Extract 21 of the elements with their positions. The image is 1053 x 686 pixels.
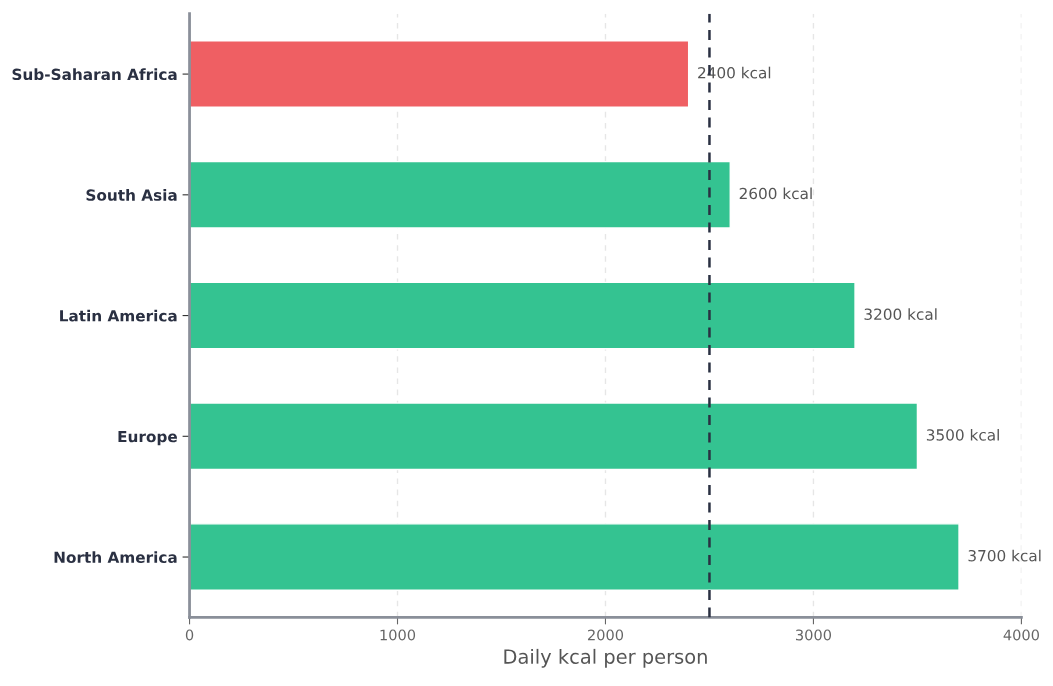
x-tick-label: 1000 xyxy=(380,629,416,641)
data-label: 3700 kcal xyxy=(968,549,1041,562)
data-label: 2600 kcal xyxy=(739,187,812,200)
bar xyxy=(189,523,960,591)
data-label: 3500 kcal xyxy=(926,428,999,441)
data-label: 2400 kcal xyxy=(698,66,771,79)
x-axis-title: Daily kcal per person xyxy=(504,648,707,668)
y-tick-label: North America xyxy=(54,551,177,564)
x-tick-label: 2000 xyxy=(587,629,624,641)
bar xyxy=(189,160,731,229)
x-tick-label: 0 xyxy=(185,629,194,641)
data-label: 3200 kcal xyxy=(864,308,937,320)
y-tick-label: Sub-Saharan Africa xyxy=(12,68,177,81)
y-tick-label: Latin America xyxy=(60,309,177,322)
bar xyxy=(189,40,690,108)
bar xyxy=(189,402,919,471)
y-tick-label: Europe xyxy=(118,430,177,446)
x-tick-label: 4000 xyxy=(1003,629,1039,641)
y-tick-label: South Asia xyxy=(86,189,177,201)
bar xyxy=(189,281,856,350)
x-tick-label: 3000 xyxy=(796,629,832,641)
